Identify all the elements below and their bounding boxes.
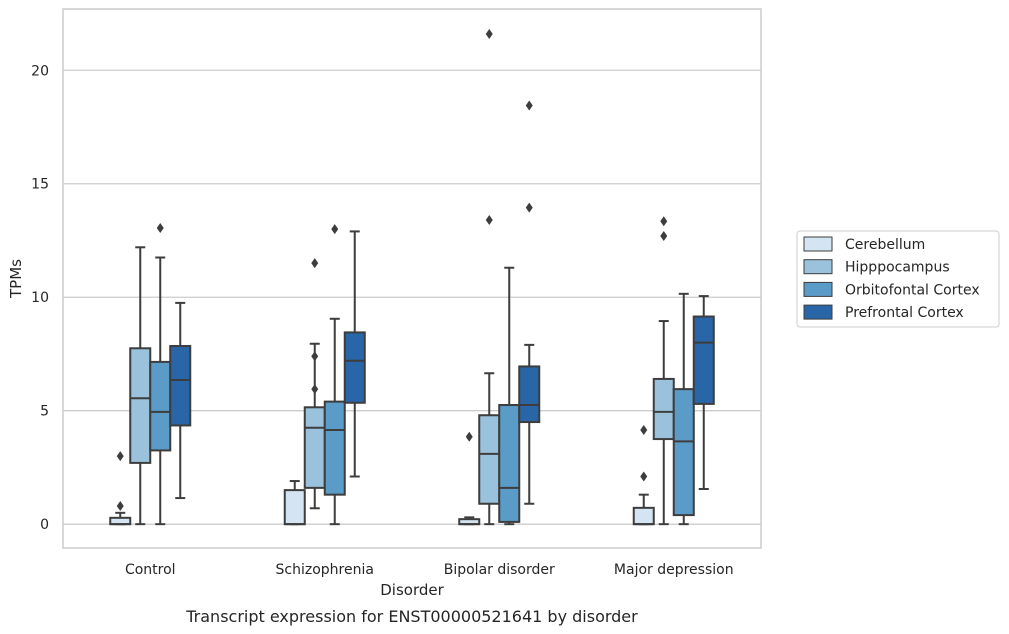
- box-3-0: [632, 424, 655, 526]
- box-2-2: [498, 266, 521, 526]
- box-2-1: [478, 28, 501, 526]
- box-3-2: [672, 292, 695, 526]
- outlier-point: [485, 28, 493, 39]
- gridlines: [63, 69, 761, 525]
- box-iqr: [478, 414, 501, 505]
- legend-entry: Orbitofontal Cortex: [845, 282, 980, 298]
- box-iqr: [169, 345, 192, 427]
- y-tick-label: 15: [31, 177, 49, 193]
- box-iqr: [672, 388, 695, 517]
- outlier-point: [660, 230, 668, 241]
- box-iqr: [323, 400, 346, 496]
- box-2-0: [458, 431, 481, 526]
- legend-entry: Cerebellum: [845, 237, 925, 253]
- outlier-point: [640, 424, 648, 435]
- plot-area: [62, 8, 762, 549]
- outlier-point: [156, 223, 164, 234]
- y-tick-label: 0: [40, 517, 49, 533]
- legend-entry: Hipppocampus: [845, 260, 950, 276]
- box-iqr: [283, 489, 306, 526]
- legend: Cerebellum Hipppocampus Orbitofontal Corte…: [796, 230, 1000, 328]
- outlier-point: [525, 202, 533, 213]
- y-tick-label: 20: [31, 63, 49, 79]
- box-3-1: [652, 216, 675, 526]
- legend-entry: Prefrontal Cortex: [845, 305, 964, 321]
- box-3-3: [692, 295, 715, 490]
- x-tick-label: Control: [125, 562, 176, 578]
- box-iqr: [652, 377, 675, 441]
- box-iqr: [498, 404, 521, 523]
- box-iqr: [149, 360, 172, 452]
- box-iqr: [518, 365, 541, 424]
- box-0-0: [109, 451, 132, 526]
- box-iqr: [343, 331, 366, 404]
- box-iqr: [303, 406, 326, 489]
- y-axis-label: TPMs: [7, 259, 25, 299]
- outlier-point: [525, 100, 533, 111]
- outlier-point: [640, 471, 648, 482]
- box-1-2: [323, 224, 346, 526]
- boxes-layer: [109, 28, 715, 526]
- outlier-point: [311, 351, 319, 362]
- box-iqr: [632, 506, 655, 526]
- legend-frame: [796, 230, 1000, 328]
- legend-swatch: [803, 281, 833, 297]
- box-2-3: [518, 100, 541, 505]
- x-tick-label: Schizophrenia: [276, 562, 374, 578]
- outlier-point: [331, 224, 339, 235]
- box-1-0: [283, 480, 306, 526]
- box-1-1: [303, 258, 326, 510]
- legend-swatch: [803, 259, 833, 275]
- box-0-1: [129, 246, 152, 526]
- x-tick-label: Major depression: [614, 562, 734, 578]
- outlier-point: [465, 431, 473, 442]
- box-iqr: [129, 347, 152, 464]
- legend-swatch: [803, 236, 833, 252]
- x-tick-label: Bipolar disorder: [444, 562, 555, 578]
- x-axis-label: Disorder: [380, 581, 444, 599]
- box-0-3: [169, 301, 192, 500]
- x-axis-ticks: Control Schizophrenia Bipolar disorder Majo…: [125, 562, 734, 578]
- outlier-point: [116, 501, 124, 512]
- box-0-2: [149, 223, 172, 526]
- y-axis-ticks: 0 5 10 15 20: [31, 63, 49, 533]
- outlier-point: [116, 451, 124, 462]
- y-tick-label: 10: [31, 290, 49, 306]
- outlier-point: [311, 258, 319, 269]
- legend-swatch: [803, 304, 833, 320]
- outlier-point: [660, 216, 668, 227]
- y-tick-label: 5: [40, 404, 49, 420]
- outlier-point: [311, 384, 319, 395]
- box-1-3: [343, 230, 366, 478]
- chart-caption: Transcript expression for ENST0000052164…: [185, 607, 638, 626]
- box-iqr: [692, 315, 715, 405]
- outlier-point: [485, 215, 493, 226]
